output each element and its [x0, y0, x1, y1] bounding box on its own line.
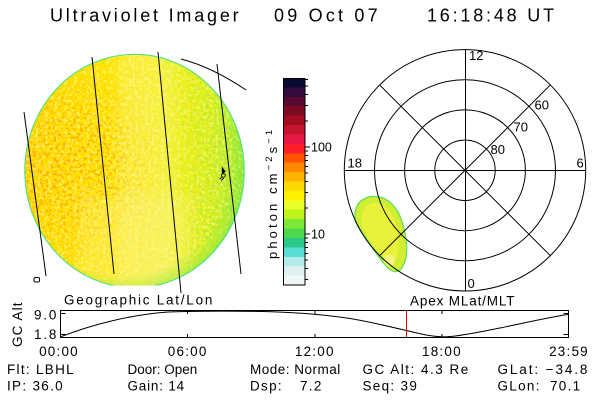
svg-text:00:00: 00:00	[39, 344, 79, 359]
svg-text:06:00: 06:00	[168, 344, 208, 359]
svg-text:Apex MLat/MLT: Apex MLat/MLT	[410, 294, 515, 309]
svg-text:GC Alt: 4.3 Re: GC Alt: 4.3 Re	[363, 362, 470, 377]
svg-text:09 Oct 07: 09 Oct 07	[274, 6, 381, 26]
svg-text:100: 100	[311, 141, 332, 155]
svg-text:16:18:48 UT: 16:18:48 UT	[427, 6, 557, 26]
svg-text:IP: 36.0: IP: 36.0	[7, 379, 64, 394]
svg-text:Seq: 39: Seq: 39	[363, 379, 419, 394]
svg-text:Geographic Lat/Lon: Geographic Lat/Lon	[64, 293, 214, 308]
svg-text:12:00: 12:00	[295, 344, 335, 359]
svg-text:18: 18	[348, 156, 362, 171]
svg-text:10: 10	[311, 228, 325, 242]
svg-text:6: 6	[577, 156, 584, 171]
svg-text:GLon:: GLon:	[498, 379, 541, 394]
svg-text:GLat: −34.8: GLat: −34.8	[498, 362, 590, 377]
svg-text:70: 70	[514, 120, 528, 135]
svg-text:1.8: 1.8	[34, 327, 58, 342]
svg-text:18:00: 18:00	[422, 344, 462, 359]
svg-text:Ultraviolet Imager: Ultraviolet Imager	[50, 6, 241, 26]
svg-text:60: 60	[535, 98, 549, 113]
svg-text:23:59: 23:59	[549, 344, 589, 359]
svg-text:0: 0	[468, 276, 475, 291]
svg-text:Flt: LBHL: Flt: LBHL	[7, 362, 75, 377]
svg-text:Dsp:: Dsp:	[250, 379, 283, 394]
svg-text:80: 80	[491, 142, 505, 157]
svg-text:Mode: Normal: Mode: Normal	[250, 362, 341, 377]
svg-text:70.1: 70.1	[550, 379, 581, 394]
svg-text:GC Alt: GC Alt	[10, 301, 25, 347]
svg-text:9.0: 9.0	[34, 308, 58, 323]
svg-text:photon cm−2s−1: photon cm−2s−1	[264, 127, 280, 259]
svg-text:Gain: 14: Gain: 14	[128, 379, 185, 394]
svg-text:7.2: 7.2	[300, 379, 323, 394]
svg-text:12: 12	[469, 48, 483, 63]
svg-text:Door: Open: Door: Open	[128, 362, 198, 377]
